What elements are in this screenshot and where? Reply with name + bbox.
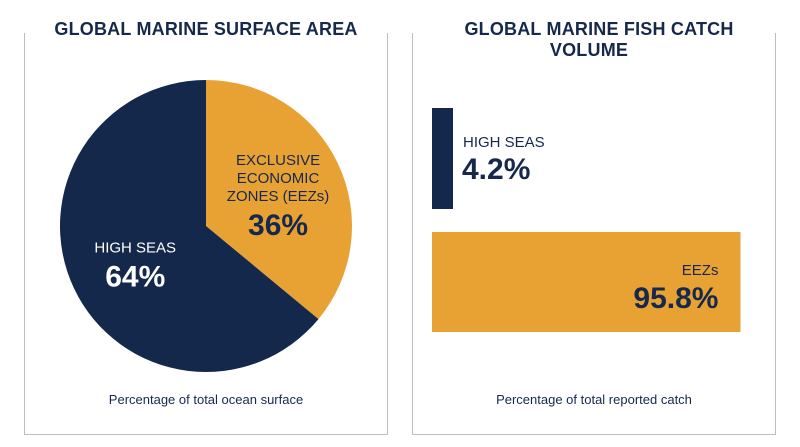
surface-area-title: GLOBAL MARINE SURFACE AREA	[25, 19, 387, 40]
fish-catch-panel: GLOBAL MARINE FISH CATCH VOLUME Percenta…	[412, 19, 776, 435]
fish-catch-caption: Percentage of total reported catch	[496, 392, 692, 407]
bar-eezs	[432, 232, 741, 332]
fish-catch-title: GLOBAL MARINE FISH CATCH VOLUME	[413, 19, 775, 61]
pie-slice-high-seas	[59, 80, 319, 372]
bar-value-high-seas: 4.2%	[462, 153, 530, 186]
bar-label-eezs: EEZs	[682, 262, 719, 279]
pie-label-eez-line-1: ECONOMIC	[237, 170, 320, 187]
bar-high-seas	[432, 108, 453, 209]
pie-label-eez-line-0: EXCLUSIVE	[236, 152, 320, 169]
pie-value-eez: 36%	[248, 209, 308, 242]
bar-label-high-seas: HIGH SEAS	[463, 134, 545, 151]
surface-area-caption: Percentage of total ocean surface	[108, 392, 304, 407]
surface-area-panel: GLOBAL MARINE SURFACE AREA Percentage of…	[24, 19, 388, 435]
pie-label-high-seas-line-0: HIGH SEAS	[94, 240, 176, 257]
pie-value-high-seas: 64%	[105, 261, 165, 294]
bar-value-eezs: 95.8%	[633, 282, 718, 315]
bar-labels: HIGH SEAS 4.2% EEZs 95.8%	[462, 134, 718, 315]
bar-rects	[432, 108, 741, 332]
surface-area-title-text: GLOBAL MARINE SURFACE AREA	[44, 19, 368, 39]
pie-slice-eez	[206, 80, 352, 320]
pie-label-eez-line-2: ZONES (EEZs)	[227, 188, 330, 205]
pie-slices	[59, 80, 352, 372]
